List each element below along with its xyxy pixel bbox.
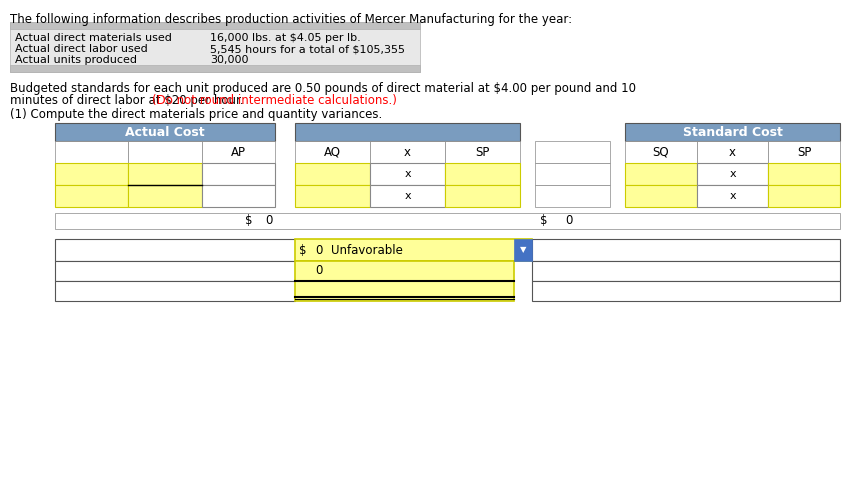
Bar [55,123,275,141]
Bar [514,239,531,261]
Bar [55,141,128,163]
Bar [624,123,839,141]
Text: SP: SP [475,146,489,158]
Bar [201,141,275,163]
Text: minutes of direct labor at $20 per hour.: minutes of direct labor at $20 per hour. [10,94,247,107]
Bar [10,22,420,29]
Bar [768,163,839,185]
Bar [444,141,519,163]
Text: Actual direct materials used: Actual direct materials used [15,33,171,43]
Bar [444,163,519,185]
Text: (Do not round intermediate calculations.): (Do not round intermediate calculations.… [152,94,397,107]
Text: 0: 0 [315,244,322,257]
Bar [696,185,768,207]
Text: SP: SP [796,146,810,158]
Text: SQ: SQ [652,146,669,158]
Bar [534,141,609,163]
Bar [534,185,609,207]
Text: Unfavorable: Unfavorable [331,244,403,257]
Bar [55,213,839,229]
Text: x: x [728,146,735,158]
Text: $: $ [245,214,252,227]
Bar [128,163,201,185]
Bar [128,141,201,163]
Text: x: x [728,169,735,179]
Bar [534,163,609,185]
Bar [201,163,275,185]
Bar [55,185,128,207]
Bar [55,239,294,261]
Bar [294,123,519,141]
Bar [768,185,839,207]
Bar [128,185,201,207]
Text: x: x [403,146,410,158]
Text: $: $ [299,244,306,257]
Bar [369,185,444,207]
Bar [294,239,531,261]
Text: 5,545 hours for a total of $105,355: 5,545 hours for a total of $105,355 [210,44,404,54]
Text: 16,000 lbs. at $4.05 per lb.: 16,000 lbs. at $4.05 per lb. [210,33,360,43]
Text: 0: 0 [315,264,322,278]
Text: The following information describes production activities of Mercer Manufacturin: The following information describes prod… [10,13,572,26]
Bar [294,163,369,185]
Bar [294,185,369,207]
Bar [201,185,275,207]
Text: (1) Compute the direct materials price and quantity variances.: (1) Compute the direct materials price a… [10,108,382,121]
Bar [294,141,369,163]
Bar [369,141,444,163]
Bar [696,163,768,185]
Text: x: x [728,191,735,201]
Text: Actual Cost: Actual Cost [125,126,205,138]
Bar [531,239,839,261]
Text: AQ: AQ [323,146,340,158]
Bar [55,281,294,301]
Text: x: x [403,169,410,179]
Bar [444,185,519,207]
Bar [531,281,839,301]
Text: Budgeted standards for each unit produced are 0.50 pounds of direct material at : Budgeted standards for each unit produce… [10,82,635,95]
Text: Standard Cost: Standard Cost [682,126,781,138]
Bar [55,163,128,185]
Text: x: x [403,191,410,201]
Bar [768,141,839,163]
Text: ▼: ▼ [519,245,525,255]
Bar [624,163,696,185]
Text: AP: AP [230,146,246,158]
Text: 0: 0 [565,214,572,227]
Bar [624,141,696,163]
Bar [294,261,514,281]
Bar [10,65,420,72]
Text: 0: 0 [264,214,272,227]
Bar [369,163,444,185]
Bar [55,261,294,281]
Text: Actual units produced: Actual units produced [15,55,136,65]
Text: 30,000: 30,000 [210,55,248,65]
Bar [696,141,768,163]
Bar [624,185,696,207]
Bar [10,22,420,72]
Bar [294,281,514,301]
Bar [531,261,839,281]
Text: $: $ [539,214,547,227]
Text: Actual direct labor used: Actual direct labor used [15,44,148,54]
